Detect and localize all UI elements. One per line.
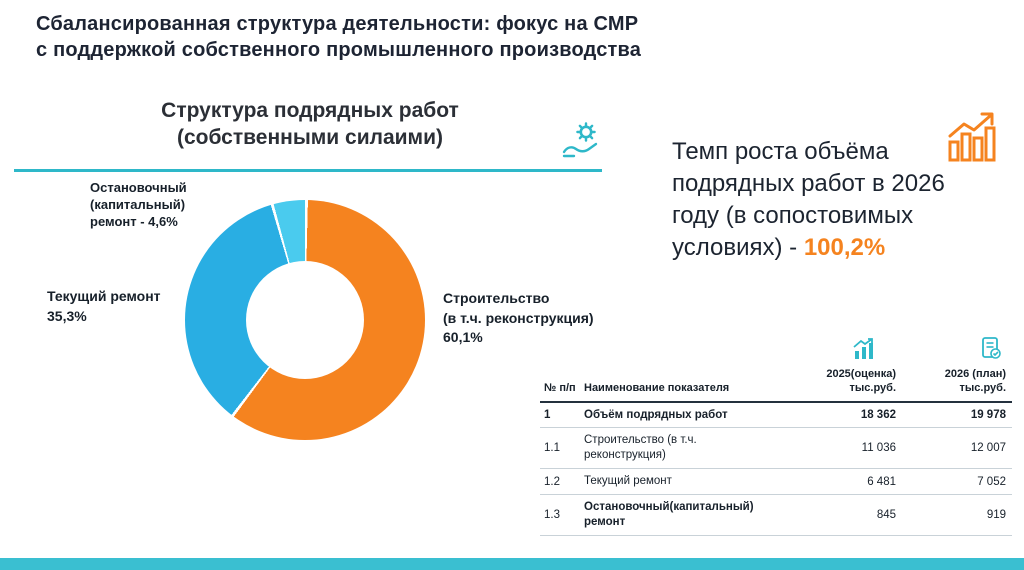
col-header-name: Наименование показателя (584, 382, 730, 395)
donut-hole (246, 261, 364, 379)
growth-statement: Темп роста объёма подрядных работ в 2026… (672, 136, 948, 265)
label-construction-line2: (в т.ч. реконструкция) (443, 309, 594, 326)
table-row: 1.1 Строительство (в т.ч. реконструкция)… (540, 428, 1012, 470)
donut-chart (185, 200, 425, 440)
indicators-table: № п/п Наименование показателя 2025(оценк… (540, 336, 1012, 537)
label-current-line2: 35,3% (47, 307, 87, 324)
chart-heading: Структура подрядных работ (собственными … (60, 97, 560, 152)
label-overhaul-line1: Остановочный (90, 180, 187, 195)
col-header-2025: 2025(оценка) тыс.руб. (782, 368, 902, 396)
growth-value: 100,2% (803, 234, 886, 262)
bottom-accent-bar (0, 558, 1024, 570)
row-2026-value: 12 007 (970, 442, 1006, 455)
table-row: 1.3 Остановочный(капитальный) ремонт 845… (540, 495, 1012, 537)
label-construction-line3: 60,1% (443, 329, 483, 346)
slide-title-line1: Сбалансированная структура деятельности:… (36, 13, 639, 35)
table-icons-row (540, 336, 1012, 368)
row-num: 1.2 (544, 475, 560, 488)
col-header-2026: 2026 (план) тыс.руб. (902, 368, 1012, 396)
col-header-2025-line2: тыс.руб. (849, 381, 897, 394)
growth-statement-text: Темп роста объёма подрядных работ в 2026… (672, 138, 945, 262)
row-2025-value: 11 036 (861, 442, 896, 455)
label-overhaul-line2: (капитальный) (90, 196, 186, 212)
row-2026-value: 7 052 (977, 475, 1006, 488)
chart-heading-line2: (собственными силаими) (176, 126, 443, 150)
row-2025-value: 18 362 (860, 408, 896, 421)
label-construction-line1: Строительство (443, 290, 550, 306)
col-header-2025-line1: 2025(оценка) (826, 368, 896, 380)
teal-divider (14, 169, 602, 172)
row-2026-value: 19 978 (970, 408, 1006, 421)
document-check-icon (980, 336, 1012, 365)
table-header: № п/п Наименование показателя 2025(оценк… (540, 368, 1012, 403)
row-name: Текущий ремонт (584, 475, 672, 488)
chart-heading-line1: Структура подрядных работ (161, 99, 459, 122)
row-num: 1 (544, 408, 551, 421)
label-overhaul-line3: ремонт - 4,6% (90, 213, 178, 229)
row-2026-value: 919 (986, 509, 1006, 522)
label-current-line1: Текущий ремонт (47, 288, 161, 304)
row-num: 1.1 (544, 442, 560, 455)
col-header-num: № п/п (544, 381, 576, 394)
row-2025-value: 6 481 (867, 475, 896, 488)
col-header-2026-line2: тыс.руб. (959, 381, 1007, 394)
row-name: Объём подрядных работ (584, 408, 728, 421)
row-2025-value: 845 (876, 509, 896, 522)
table-row: 1.2 Текущий ремонт 6 481 7 052 (540, 469, 1012, 496)
row-name: Строительство (в т.ч. реконструкция) (584, 434, 697, 462)
gear-in-hand-icon (560, 120, 602, 165)
label-current-repair: Текущий ремонт 35,3% (47, 287, 161, 326)
row-num: 1.3 (544, 509, 560, 522)
table-row: 1 Объём подрядных работ 18 362 19 978 (540, 403, 1012, 429)
bar-chart-icon (852, 338, 902, 365)
label-overhaul: Остановочный (капитальный) ремонт - 4,6% (90, 180, 187, 231)
col-header-2026-line1: 2026 (план) (944, 368, 1006, 380)
slide-title: Сбалансированная структура деятельности:… (36, 11, 641, 64)
label-construction: Строительство (в т.ч. реконструкция) 60,… (443, 289, 594, 348)
row-name: Остановочный(капитальный) ремонт (584, 501, 754, 529)
growth-chart-icon (946, 110, 996, 169)
slide-title-line2: с поддержкой собственного промышленного … (36, 39, 642, 62)
